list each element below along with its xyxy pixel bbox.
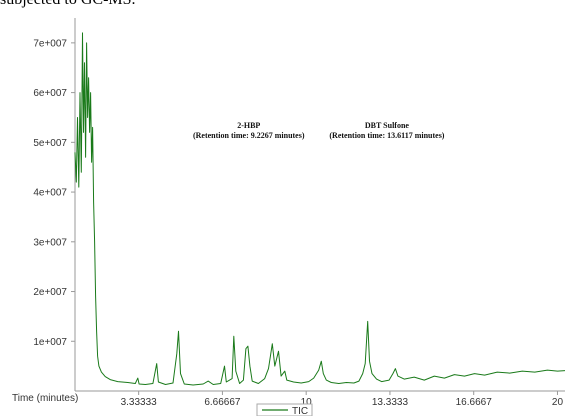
x-tick-label: 10 (301, 397, 313, 408)
legend-label: TIC (292, 406, 308, 416)
x-tick-label: 16.6667 (456, 397, 493, 408)
annotation-retention-time: (Retention time: 9.2267 minutes) (193, 131, 305, 140)
x-axis-ticks: 3.33333 6.66667 10 13.3333 16.6667 20 (121, 391, 564, 408)
y-tick-label: 6e+007 (33, 88, 67, 99)
annotation-title: 2-HBP (237, 121, 260, 130)
y-tick-label: 3e+007 (33, 237, 67, 248)
y-axis-ticks: 1e+007 2e+007 3e+007 4e+007 5e+007 6e+007 7e+0… (33, 38, 75, 348)
y-tick-label: 4e+007 (33, 188, 67, 199)
x-axis-label: Time (minutes) (12, 393, 78, 404)
plot-area (74, 32, 565, 386)
x-tick-label: 6.66667 (204, 397, 241, 408)
x-tick-label: 20 (552, 397, 564, 408)
annotation-title: DBT Sulfone (365, 121, 410, 130)
peak-annotations: 2-HBP(Retention time: 9.2267 minutes) DBT… (193, 121, 445, 140)
figure-caption: subjected to GC-MS. (0, 0, 136, 9)
y-tick-label: 7e+007 (33, 38, 67, 49)
x-tick-label: 13.3333 (372, 397, 409, 408)
x-tick-label: 3.33333 (121, 397, 158, 408)
y-tick-label: 2e+007 (33, 287, 67, 298)
legend: TIC (256, 403, 313, 416)
y-tick-label: 1e+007 (33, 337, 67, 348)
y-tick-label: 5e+007 (33, 138, 67, 149)
series-line-tic (74, 32, 565, 386)
annotation-retention-time: (Retention time: 13.6117 minutes) (329, 131, 444, 140)
